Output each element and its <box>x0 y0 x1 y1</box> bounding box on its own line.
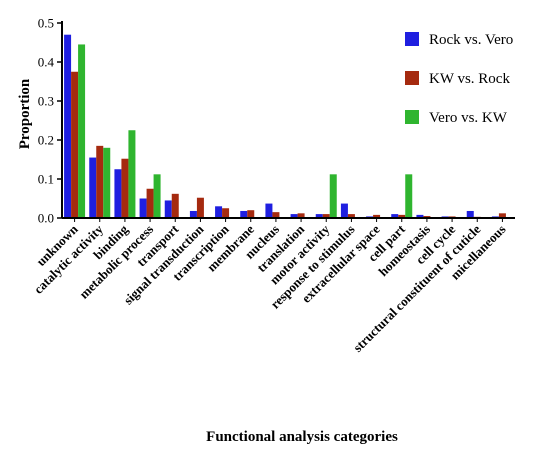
bar <box>265 203 273 218</box>
legend-swatch <box>405 110 419 124</box>
bar <box>416 214 424 218</box>
bar <box>272 212 280 218</box>
y-tick-label: 0.4 <box>38 55 55 70</box>
legend-swatch <box>405 32 419 46</box>
bar <box>290 214 298 218</box>
bar <box>96 145 104 218</box>
bar <box>340 203 348 218</box>
bar <box>171 193 179 218</box>
bar <box>466 210 474 218</box>
bar <box>498 213 506 218</box>
bar <box>103 147 111 218</box>
bar <box>297 213 305 218</box>
bar <box>347 214 355 218</box>
bar <box>373 214 381 218</box>
bar <box>128 130 136 218</box>
bar <box>164 200 172 218</box>
bar <box>391 214 399 218</box>
bar <box>222 208 230 218</box>
bar <box>78 44 86 219</box>
bar <box>139 198 147 218</box>
y-tick-label: 0.5 <box>38 16 54 31</box>
x-axis-title: Functional analysis categories <box>206 429 398 445</box>
legend: Rock vs. Vero KW vs. Rock Vero vs. KW <box>405 32 513 126</box>
legend-label: Rock vs. Vero <box>429 32 513 48</box>
bar <box>114 169 122 218</box>
bar <box>146 188 154 218</box>
bar <box>71 71 79 218</box>
axes: 0.0 0.1 0.2 0.3 0.4 0.5 <box>38 16 515 226</box>
bar <box>64 34 72 219</box>
y-tick-label: 0.1 <box>38 172 54 187</box>
legend-label: KW vs. Rock <box>429 71 510 87</box>
bars <box>64 34 513 219</box>
bar <box>240 210 248 218</box>
bar <box>89 157 97 218</box>
bar <box>329 174 337 218</box>
bar <box>315 214 323 218</box>
bar <box>153 174 161 218</box>
bar <box>196 197 204 218</box>
y-tick-label: 0.0 <box>38 211 54 226</box>
bar <box>398 214 406 218</box>
bar <box>247 210 255 218</box>
y-tick-label: 0.3 <box>38 94 54 109</box>
bar <box>215 206 223 218</box>
y-tick-label: 0.2 <box>38 133 54 148</box>
legend-swatch <box>405 71 419 85</box>
bar <box>322 214 330 218</box>
y-axis-title: Proportion <box>17 78 33 149</box>
bar <box>121 158 129 218</box>
legend-label: Vero vs. KW <box>429 110 508 126</box>
bar <box>405 174 413 218</box>
bar <box>189 210 197 218</box>
